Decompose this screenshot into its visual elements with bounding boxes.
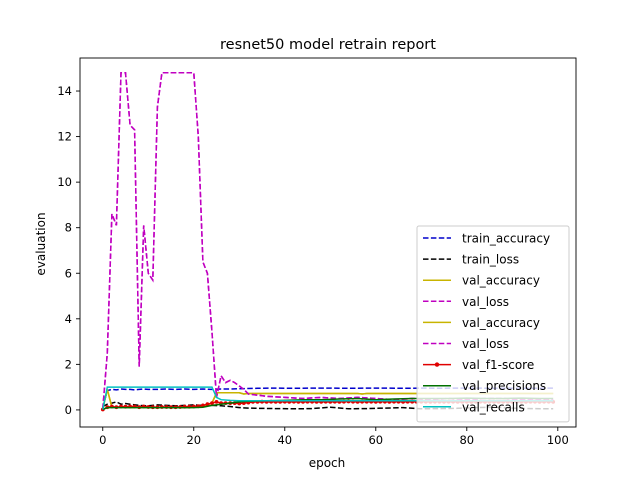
legend-label-val_f1-score: val_f1-score bbox=[462, 358, 534, 372]
x-tick-label: 40 bbox=[277, 433, 292, 447]
y-tick-label: 8 bbox=[65, 221, 72, 235]
x-tick-label: 80 bbox=[459, 433, 474, 447]
data-point-val_f1-score bbox=[210, 401, 214, 405]
y-tick-label: 6 bbox=[65, 266, 72, 280]
x-tick-label: 100 bbox=[547, 433, 569, 447]
legend-label-val_loss: val_loss bbox=[462, 337, 509, 351]
x-tick-label: 60 bbox=[368, 433, 383, 447]
legend-box bbox=[416, 225, 570, 423]
data-point-val_f1-score bbox=[205, 402, 210, 407]
y-tick-label: 10 bbox=[57, 175, 72, 189]
y-tick-label: 12 bbox=[57, 130, 72, 144]
legend-label-val_recalls: val_recalls bbox=[462, 400, 525, 414]
chart-title: resnet50 model retrain report bbox=[220, 37, 436, 53]
x-axis-label: epoch bbox=[309, 456, 346, 470]
y-tick-label: 4 bbox=[65, 312, 72, 326]
y-axis-label: evaluation bbox=[34, 212, 48, 275]
y-tick-label: 0 bbox=[65, 403, 72, 417]
legend-label-val_loss: val_loss bbox=[462, 295, 509, 309]
legend-marker-val_f1-score bbox=[434, 362, 440, 367]
legend-label-val_accuracy: val_accuracy bbox=[462, 274, 540, 288]
x-tick-label: 0 bbox=[99, 433, 106, 447]
series-line-train_accuracy-0 bbox=[102, 387, 554, 408]
legend-label-val_accuracy: val_accuracy bbox=[462, 316, 540, 330]
x-tick-label: 20 bbox=[186, 433, 201, 447]
legend-label-val_precisions: val_precisions bbox=[462, 379, 546, 393]
y-tick-label: 14 bbox=[57, 84, 72, 98]
legend-label-train_loss: train_loss bbox=[462, 253, 519, 267]
axes: 0 20 40 60 80 100 0 2 4 6 8 10 12 14 bbox=[57, 57, 577, 447]
y-tick-label: 2 bbox=[65, 357, 72, 371]
legend-label-train_accuracy: train_accuracy bbox=[462, 232, 550, 246]
legend: train_accuracy train_loss val_accuracy val_… bbox=[416, 225, 570, 423]
series-line-train_loss-1 bbox=[102, 401, 554, 410]
axes-frame bbox=[79, 57, 577, 428]
data-point-val_f1-score bbox=[214, 400, 219, 404]
